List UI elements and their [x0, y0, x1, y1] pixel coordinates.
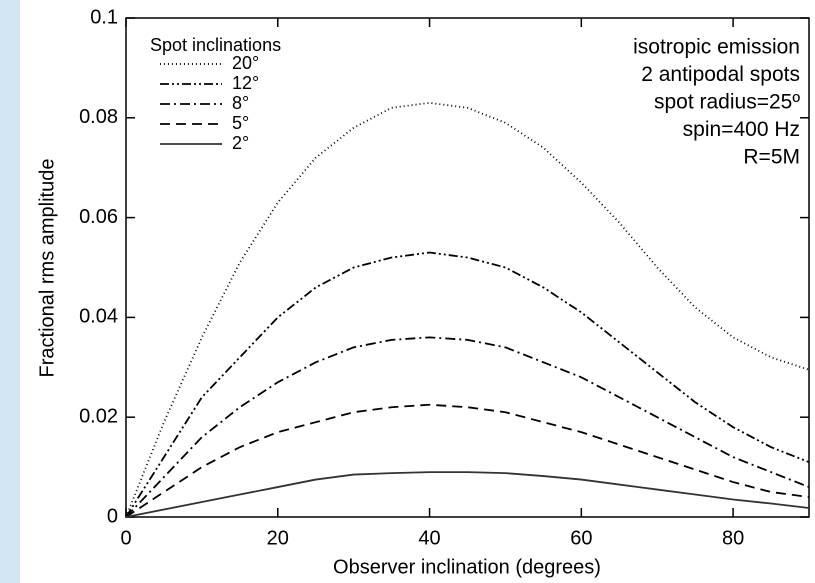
annotation: isotropic emission: [633, 36, 800, 59]
series-line: [125, 403, 810, 518]
x-tick-label: 40: [418, 527, 440, 549]
legend-label: 8°: [232, 93, 249, 113]
side-strip: [0, 0, 20, 583]
series-line: [125, 336, 810, 518]
x-axis-title: Observer inclination (degrees): [333, 556, 601, 578]
y-tick-label: 0.06: [79, 206, 118, 228]
annotation: spot radius=25º: [654, 91, 800, 114]
x-tick-label: 60: [570, 527, 592, 549]
y-tick-label: 0.04: [79, 306, 118, 328]
series-line: [125, 101, 810, 518]
x-tick-label: 80: [722, 527, 744, 549]
series-line: [125, 251, 810, 518]
y-axis-title: Fractional rms amplitude: [36, 159, 58, 378]
x-tick-label: 0: [120, 527, 131, 549]
y-tick-label: 0: [107, 505, 118, 527]
legend-label: 5°: [232, 113, 249, 133]
legend-label: 2°: [232, 133, 249, 153]
legend-label: 12°: [232, 73, 259, 93]
y-tick-label: 0.02: [79, 405, 118, 427]
annotation: spin=400 Hz: [683, 118, 800, 141]
y-tick-label: 0.1: [90, 6, 118, 28]
legend-title: Spot inclinations: [150, 35, 281, 55]
annotation: R=5M: [743, 146, 800, 169]
annotation: 2 antipodal spots: [641, 63, 800, 86]
x-tick-label: 20: [267, 527, 289, 549]
legend-label: 20°: [232, 53, 259, 73]
y-tick-label: 0.08: [79, 106, 118, 128]
plot-frame: [125, 17, 810, 518]
series-line: [125, 471, 810, 518]
